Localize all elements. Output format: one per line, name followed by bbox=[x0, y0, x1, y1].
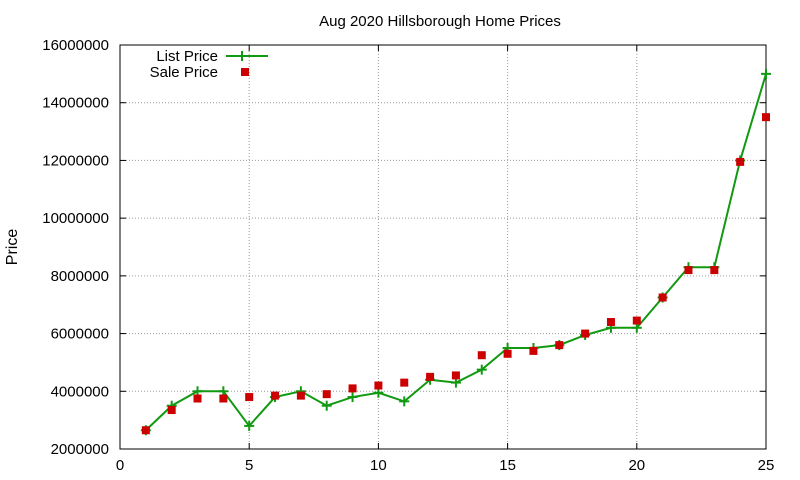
sale-price-point bbox=[219, 394, 228, 403]
x-tick-label: 20 bbox=[628, 457, 645, 474]
legend-swatch-marker bbox=[241, 68, 249, 76]
y-tick-label: 6000000 bbox=[51, 326, 109, 343]
x-tick-label: 10 bbox=[370, 457, 387, 474]
sale-price-point bbox=[141, 426, 150, 435]
sale-price-point bbox=[245, 393, 254, 402]
sale-price-point bbox=[684, 266, 693, 275]
chart-title: Aug 2020 Hillsborough Home Prices bbox=[319, 13, 561, 30]
y-tick-label: 2000000 bbox=[51, 441, 109, 458]
list-price-point bbox=[321, 400, 332, 411]
sale-price-point bbox=[736, 157, 745, 166]
sale-price-point bbox=[296, 391, 305, 400]
sale-price-point bbox=[374, 381, 383, 390]
sale-price-point bbox=[762, 113, 770, 122]
sale-price-point bbox=[581, 329, 590, 338]
grid bbox=[120, 45, 766, 449]
y-tick-label: 12000000 bbox=[42, 152, 109, 169]
plot-border bbox=[119, 44, 767, 450]
sale-price-point bbox=[426, 372, 435, 381]
y-tick-label: 4000000 bbox=[51, 383, 109, 400]
sale-price-point bbox=[322, 390, 331, 399]
axis-ticks: 0 5 10 15 20 25 2000000 4000000 6000000 8000000 10… bbox=[42, 37, 774, 474]
sale-price-point bbox=[555, 341, 564, 350]
y-axis-label: Price bbox=[4, 229, 21, 266]
sale-price-point bbox=[632, 316, 641, 325]
sale-price-point bbox=[400, 378, 409, 387]
sale-price-point bbox=[503, 349, 512, 358]
data-series bbox=[140, 68, 771, 436]
legend-label: Sale Price bbox=[150, 64, 218, 81]
sale-price-point bbox=[710, 266, 719, 275]
x-tick-label: 0 bbox=[116, 457, 124, 474]
sale-price-point bbox=[529, 346, 538, 355]
legend-label: List Price bbox=[156, 48, 218, 65]
y-tick-label: 10000000 bbox=[42, 210, 109, 227]
list-price-point bbox=[399, 396, 410, 407]
list-price-point bbox=[761, 68, 771, 79]
y-tick-label: 16000000 bbox=[42, 37, 109, 54]
y-tick-label: 8000000 bbox=[51, 268, 109, 285]
list-price-point bbox=[244, 420, 255, 431]
sale-price-point bbox=[658, 293, 667, 302]
x-tick-label: 25 bbox=[758, 457, 775, 474]
list-price-point bbox=[476, 364, 487, 375]
y-tick-label: 14000000 bbox=[42, 95, 109, 112]
x-tick-label: 5 bbox=[245, 457, 253, 474]
x-tick-label: 15 bbox=[499, 457, 516, 474]
sale-price-point bbox=[271, 391, 280, 400]
sale-price-point bbox=[477, 351, 486, 360]
sale-price-point bbox=[606, 318, 615, 327]
list-price-point bbox=[347, 392, 358, 403]
sale-price-point bbox=[348, 384, 357, 393]
sale-price-point bbox=[167, 406, 176, 415]
sale-price-point bbox=[193, 394, 202, 403]
sale-price-point bbox=[451, 371, 460, 380]
